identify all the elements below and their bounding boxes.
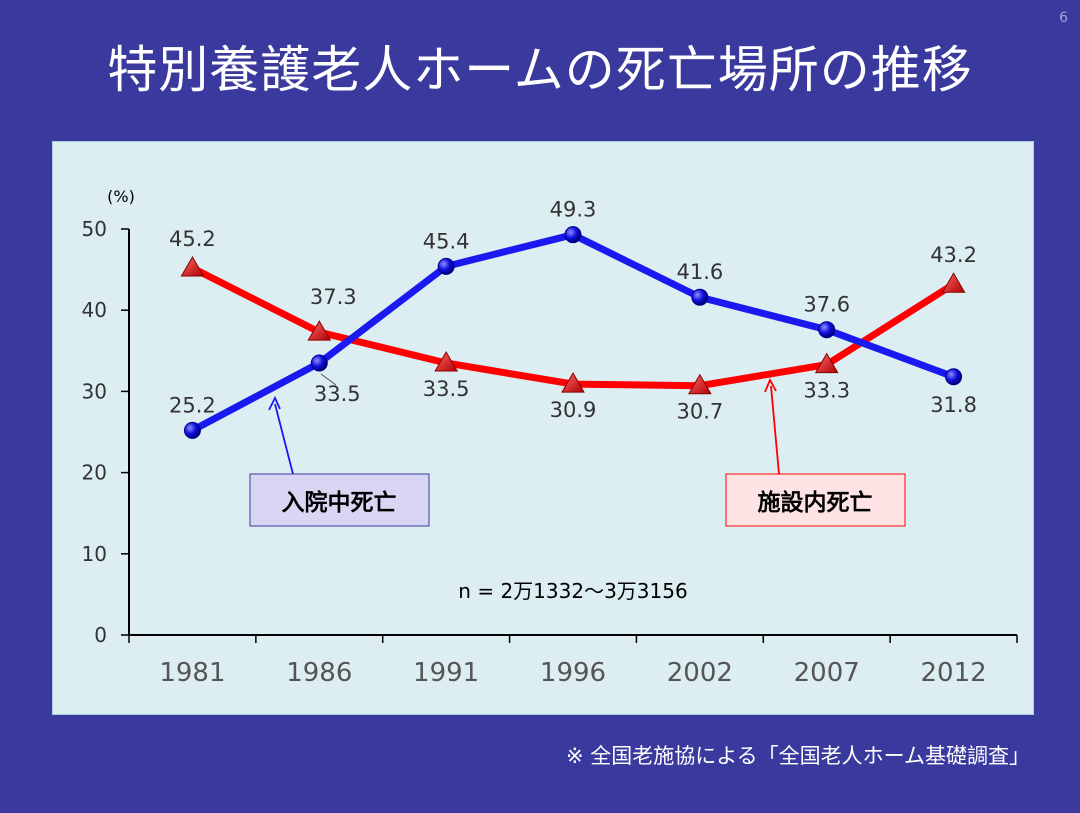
page-number: 6 <box>1059 10 1068 26</box>
point-hospital-death <box>183 421 201 439</box>
x-tick-label: 2012 <box>920 658 986 688</box>
point-hospital-death <box>818 321 836 339</box>
data-label-facility-death: 43.2 <box>930 243 977 267</box>
y-tick-label: 0 <box>94 623 107 647</box>
data-labels: 25.2 33.5 45.4 49.3 41.6 37.6 31.8 45.2 37.3 33.5… <box>169 198 977 424</box>
point-hospital-death <box>691 288 709 306</box>
point-hospital-death <box>437 257 455 275</box>
point-facility-death <box>687 373 712 395</box>
point-facility-death <box>307 320 332 341</box>
data-label-facility-death: 30.7 <box>676 400 723 424</box>
data-label-hospital-death: 31.8 <box>930 393 977 417</box>
point-facility-death <box>180 255 205 277</box>
legend-label-facility-death: 施設内死亡 <box>758 489 873 516</box>
data-label-facility-death: 45.2 <box>169 227 216 251</box>
data-label-hospital-death: 45.4 <box>423 229 470 253</box>
point-hospital-death <box>310 354 328 372</box>
x-tick-label: 1986 <box>286 658 352 688</box>
arrow-line-facility <box>770 385 780 475</box>
source-footnote: ※ 全国老施協による「全国老人ホーム基礎調査」 <box>565 744 1030 768</box>
leader-line-facility-1986 <box>320 373 337 386</box>
y-ticks: 0 10 20 30 40 50 <box>82 217 129 647</box>
point-hospital-death <box>564 226 582 244</box>
x-tick-label: 2007 <box>794 658 860 688</box>
y-tick-label: 50 <box>82 217 107 241</box>
y-tick-label: 20 <box>82 461 107 485</box>
data-label-hospital-death: 25.2 <box>169 393 216 417</box>
x-tick-label: 1996 <box>540 658 606 688</box>
data-label-facility-death: 33.5 <box>423 377 470 401</box>
line-chart: (%) 0 10 20 30 40 50 1981 1986 1991 1996 2002 2007… <box>82 187 1018 688</box>
data-label-hospital-death: 49.3 <box>550 198 597 222</box>
data-label-facility-death: 30.9 <box>550 398 597 422</box>
x-tick-label: 1991 <box>413 658 479 688</box>
sample-size-annotation: n = 2万1332〜3万3156 <box>458 579 687 603</box>
y-tick-label: 10 <box>82 542 107 566</box>
legend-label-hospital-death: 入院中死亡 <box>282 489 397 516</box>
data-label-hospital-death: 41.6 <box>676 260 723 284</box>
arrow-line-hospital <box>274 403 294 475</box>
point-facility-death <box>814 352 839 374</box>
data-label-hospital-death: 33.5 <box>314 382 361 406</box>
point-hospital-death <box>945 368 963 386</box>
legend-box-hospital-death: 入院中死亡 <box>249 473 430 527</box>
arrow-head-hospital <box>268 395 281 411</box>
slide-title: 特別養護老人ホームの死亡場所の推移 <box>107 41 973 99</box>
point-facility-death <box>941 272 966 293</box>
point-facility-death <box>561 372 585 393</box>
y-tick-label: 30 <box>82 379 107 403</box>
data-label-facility-death: 37.3 <box>310 285 357 309</box>
data-label-facility-death: 33.3 <box>803 379 850 403</box>
point-facility-death <box>434 350 459 372</box>
x-ticks: 1981 1986 1991 1996 2002 2007 2012 <box>128 635 1018 688</box>
y-unit-label: (%) <box>107 187 135 206</box>
x-tick-label: 1981 <box>159 658 225 688</box>
arrow-head-facility <box>764 377 777 393</box>
chart-panel: (%) 0 10 20 30 40 50 1981 1986 1991 1996 2002 2007… <box>52 141 1034 715</box>
data-label-hospital-death: 37.6 <box>803 293 850 317</box>
series-layer <box>180 226 966 439</box>
x-tick-label: 2002 <box>667 658 733 688</box>
legend-box-facility-death: 施設内死亡 <box>725 473 906 527</box>
y-tick-label: 40 <box>82 298 107 322</box>
